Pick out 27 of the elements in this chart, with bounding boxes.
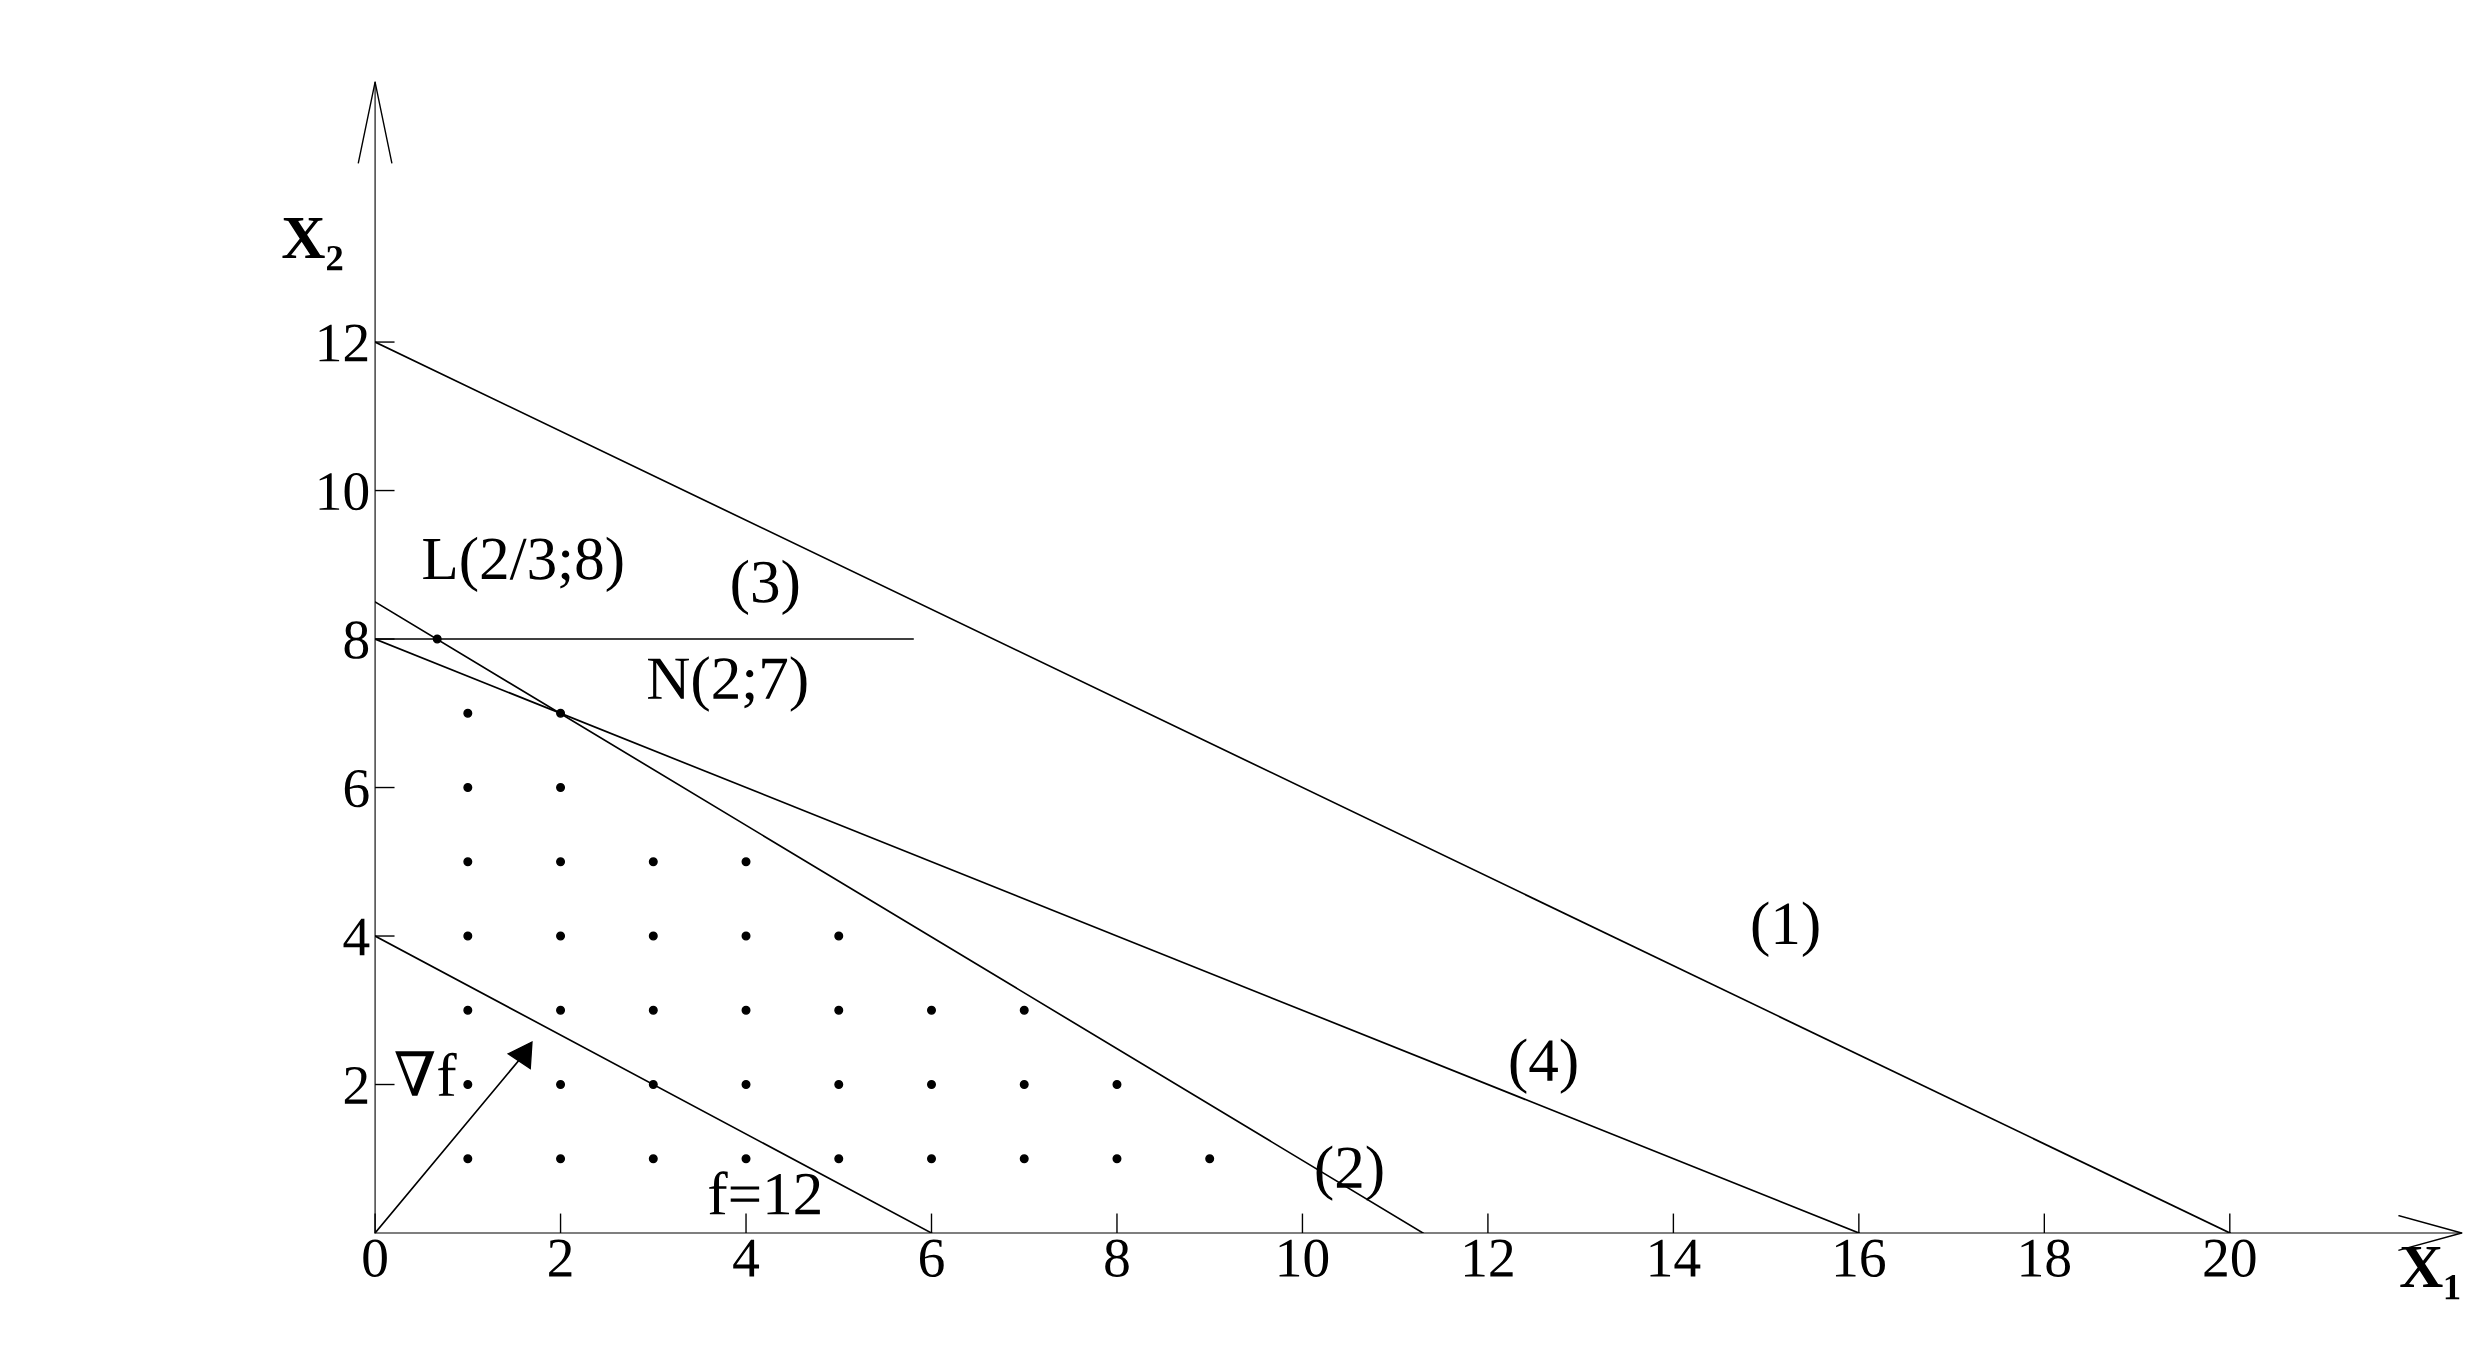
x-tick-label: 0 [363,1239,387,1277]
x-tick-label: 6 [920,1239,944,1277]
y-tick-label: 12 [319,324,368,362]
annotation: f=12 [709,1171,820,1215]
x-tick-label: 16 [1835,1239,1885,1277]
y-tick-label: 6 [344,770,369,808]
x-tick-label: 14 [1650,1239,1701,1277]
x-axis-title: X₁ [2400,1246,2460,1300]
y-axis-title: X₂ [282,217,343,271]
x-tick-label: 8 [1105,1239,1129,1277]
y-tick-label: 10 [319,472,369,511]
x-tick-label: 12 [1465,1239,1513,1277]
y-tick-label: 4 [343,918,370,956]
y-tick-label: 2 [344,1067,368,1104]
y-tick-label: 8 [344,621,369,659]
annotation: L(2/3;8) [423,536,623,593]
x-tick-label: 2 [549,1239,572,1277]
x-tick-label: 20 [2204,1239,2256,1277]
annotation: ∇f [395,1051,457,1096]
x-tick-label: 4 [733,1239,760,1277]
x-tick-label: 18 [2021,1239,2070,1277]
annotation: (3) [732,559,799,616]
annotation: (2) [1316,1145,1383,1201]
annotation: N(2;7) [648,656,807,712]
annotation: (4) [1510,1038,1577,1094]
annotation: (1) [1752,901,1819,957]
x-tick-label: 10 [1279,1239,1329,1277]
